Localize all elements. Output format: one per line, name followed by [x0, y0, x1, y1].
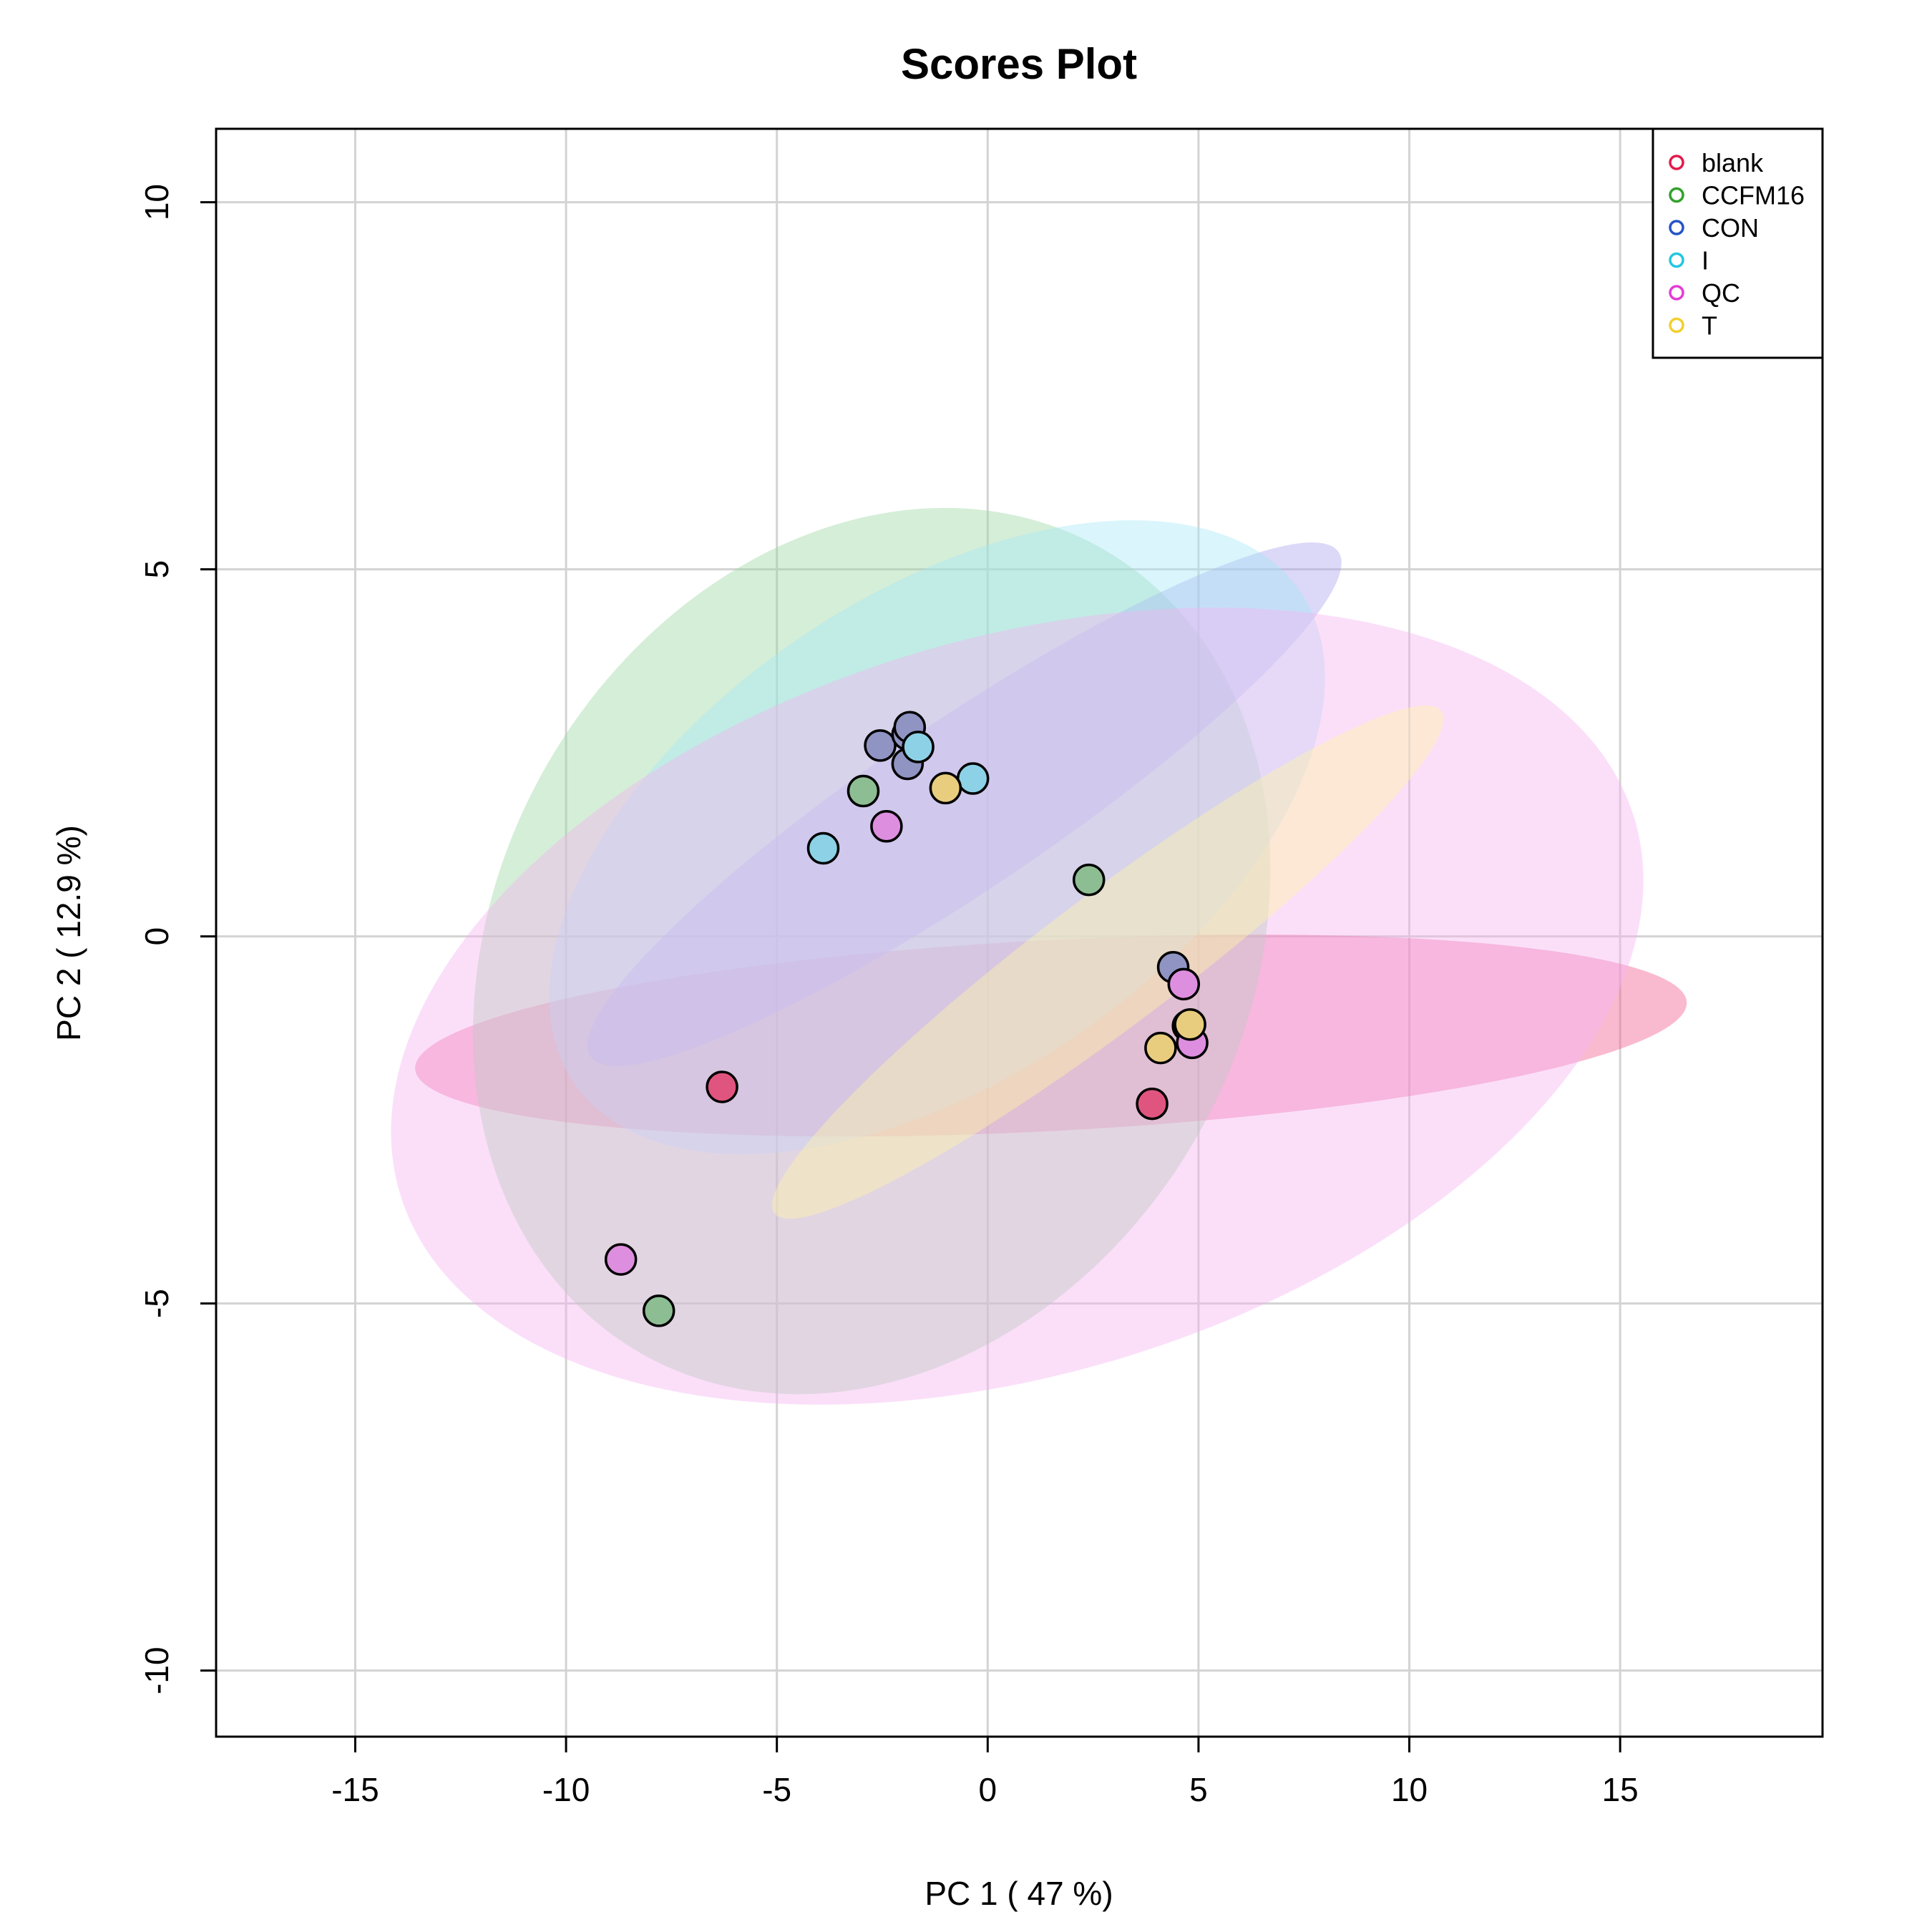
point-t — [929, 771, 962, 805]
legend-label-qc: QC — [1702, 278, 1740, 308]
point-t — [1144, 1031, 1177, 1065]
point-t — [1174, 1008, 1206, 1041]
legend-marker-i — [1669, 252, 1684, 268]
ellipse-con — [587, 542, 1342, 1066]
x-tick-label: -5 — [762, 1771, 791, 1808]
x-tick-label: -10 — [542, 1771, 590, 1808]
y-tick-label: 10 — [138, 184, 175, 220]
legend-marker-blank — [1669, 155, 1684, 170]
x-axis: -15 -10 -5 0 5 10 15 — [331, 1735, 1639, 1808]
point-blank — [706, 1070, 738, 1103]
legend-label-t: T — [1702, 311, 1717, 341]
grid-lines — [216, 129, 1823, 1737]
ellipse-t — [772, 705, 1444, 1219]
legend-marker-t — [1669, 317, 1684, 333]
legend-label-blank: blank — [1702, 148, 1764, 177]
x-axis-label: PC 1 ( 47 %) — [924, 1875, 1113, 1912]
x-tick-label: 0 — [979, 1771, 997, 1808]
y-tick-label: -10 — [138, 1646, 175, 1694]
y-tick-label: 5 — [138, 560, 175, 579]
x-tick-label: -15 — [331, 1771, 379, 1808]
ellipse-ccfm16 — [473, 507, 1271, 1395]
chart-title: Scores Plot — [901, 40, 1137, 88]
point-qc — [1167, 967, 1201, 1001]
legend-label-con: CON — [1702, 213, 1759, 243]
x-tick-label: 5 — [1189, 1771, 1208, 1808]
point-blank — [1136, 1087, 1169, 1121]
legend-label-ccfm16: CCFM16 — [1702, 181, 1805, 210]
legend-marker-qc — [1669, 285, 1684, 301]
x-tick-label: 10 — [1391, 1771, 1428, 1808]
y-axis: -10 -5 0 5 10 — [138, 184, 218, 1694]
ellipse-qc — [391, 608, 1644, 1405]
legend-label-i: I — [1702, 246, 1709, 275]
point-qc — [870, 809, 903, 843]
score-points — [604, 711, 1209, 1327]
x-tick-label: 15 — [1602, 1771, 1639, 1808]
y-axis-label: PC 2 ( 12.9 %) — [50, 825, 87, 1041]
y-tick-label: -5 — [138, 1289, 175, 1318]
confidence-ellipses — [391, 507, 1687, 1405]
point-ccfm16 — [847, 774, 880, 808]
point-ccfm16 — [1072, 863, 1106, 897]
point-con — [864, 729, 897, 762]
point-qc — [604, 1243, 638, 1276]
point-i — [902, 731, 935, 763]
y-tick-label: 0 — [138, 927, 175, 946]
point-ccfm16 — [642, 1294, 675, 1327]
point-i — [956, 762, 990, 795]
legend-marker-ccfm16 — [1669, 187, 1684, 203]
legend-marker-con — [1669, 220, 1684, 235]
legend: blank CCFM16 CON I QCT — [1652, 127, 1824, 359]
point-i — [806, 831, 840, 865]
ellipse-i — [549, 520, 1325, 1155]
